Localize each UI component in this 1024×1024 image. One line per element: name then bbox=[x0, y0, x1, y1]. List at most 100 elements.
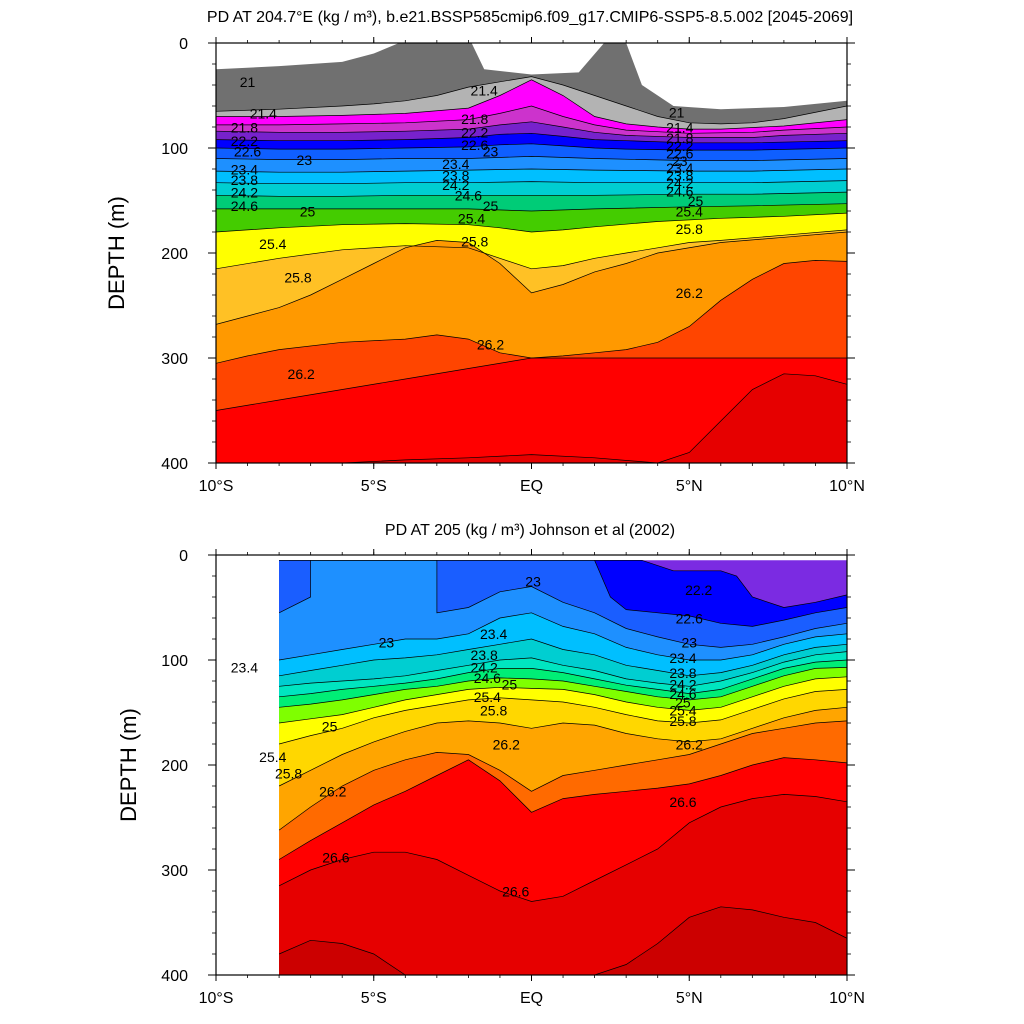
contour-label: 22.2 bbox=[666, 138, 693, 154]
x-tick-label: 5°S bbox=[361, 990, 387, 1007]
contour-line-22.6 bbox=[279, 559, 847, 627]
contour-label: 26.2 bbox=[676, 736, 703, 752]
y-tick-label: 200 bbox=[161, 246, 188, 263]
top-y-axis-title: DEPTH (m) bbox=[104, 196, 129, 310]
contour-label: 25.4 bbox=[669, 703, 696, 719]
contour-line-26.2 bbox=[278, 706, 847, 787]
contour-label: 24.6 bbox=[666, 183, 693, 199]
contour-label: 22.6 bbox=[234, 143, 261, 159]
contour-label: 26.6 bbox=[669, 794, 696, 810]
contour-label: 21 bbox=[240, 74, 256, 90]
contour-label: 22.6 bbox=[676, 610, 703, 626]
contour-label: 23.8 bbox=[669, 665, 696, 681]
contour-label: 22.6 bbox=[666, 146, 693, 162]
contour-label: 23 bbox=[297, 152, 313, 168]
contour-label: 21.8 bbox=[666, 130, 693, 146]
contour-line-23.8 bbox=[216, 168, 847, 173]
contour-label: 25 bbox=[675, 694, 691, 710]
contour-label: 25 bbox=[502, 676, 518, 692]
contour-label: 25.8 bbox=[461, 234, 488, 250]
contour-label: 23.8 bbox=[666, 168, 693, 184]
y-tick-label: 100 bbox=[161, 141, 188, 158]
contour-line-27 bbox=[278, 757, 847, 860]
contour-line-27.4 bbox=[278, 794, 847, 902]
contour-label: 25.8 bbox=[275, 766, 302, 782]
x-tick-label: 5°S bbox=[361, 478, 387, 495]
contour-label: 23 bbox=[672, 153, 688, 169]
contour-label: 24.2 bbox=[442, 177, 469, 193]
contour-label: 24.6 bbox=[455, 188, 482, 204]
top-chart-title: PD AT 204.7°E (kg / m³), b.e21.BSSP585cm… bbox=[207, 9, 853, 26]
contour-label: 21 bbox=[669, 105, 685, 121]
contour-line-25.4 bbox=[216, 212, 847, 233]
y-tick-label: 100 bbox=[161, 653, 188, 670]
contour-line-25 bbox=[216, 203, 847, 212]
contour-line-23.8 bbox=[279, 638, 847, 677]
contour-label: 26.2 bbox=[676, 285, 703, 301]
contour-line-26.2 bbox=[216, 231, 847, 325]
x-tick-label: EQ bbox=[520, 478, 543, 495]
contour-label: 24.6 bbox=[474, 670, 501, 686]
contour-label: 26.2 bbox=[288, 366, 315, 382]
contour-label: 25.4 bbox=[474, 689, 501, 705]
contour-label: 25 bbox=[300, 203, 316, 219]
contour-label: 23.4 bbox=[231, 161, 258, 177]
contour-line-21.8 bbox=[216, 105, 847, 134]
contour-label: 22.2 bbox=[461, 125, 488, 141]
x-tick-label: 5°N bbox=[676, 478, 703, 495]
contour-label: 24.2 bbox=[666, 175, 693, 191]
contour-label: 23.8 bbox=[471, 647, 498, 663]
y-tick-label: 400 bbox=[161, 456, 188, 473]
contour-line-24.6 bbox=[279, 659, 847, 698]
contour-label: 26.6 bbox=[502, 883, 529, 899]
contour-label: 26.2 bbox=[319, 784, 346, 800]
contour-label: 25.8 bbox=[480, 703, 507, 719]
contour-label: 23.4 bbox=[231, 660, 258, 676]
contour-label: 25.8 bbox=[669, 713, 696, 729]
contour-label: 22.2 bbox=[685, 582, 712, 598]
bottom-y-axis-title: DEPTH (m) bbox=[116, 708, 141, 822]
contour-label: 25.8 bbox=[284, 269, 311, 285]
contour-line-25.8 bbox=[279, 689, 847, 745]
contour-line-23.4 bbox=[279, 612, 847, 661]
contour-line-21 bbox=[216, 76, 847, 125]
contour-label: 26.2 bbox=[477, 337, 504, 353]
contour-line-26.6 bbox=[216, 260, 847, 364]
x-tick-label: 10°N bbox=[829, 478, 865, 495]
bottom-chart-title: PD AT 205 (kg / m³) Johnson et al (2002) bbox=[385, 522, 675, 539]
contour-line-22.2 bbox=[279, 559, 847, 608]
contour-line-25 bbox=[279, 667, 847, 708]
y-tick-label: 0 bbox=[179, 36, 188, 53]
contour-label: 21.4 bbox=[666, 119, 693, 135]
contour-label: 25.4 bbox=[676, 203, 703, 219]
contour-line-23 bbox=[278, 559, 847, 648]
contour-label: 24.2 bbox=[231, 184, 258, 200]
y-tick-label: 400 bbox=[161, 968, 188, 985]
contour-label: 21.4 bbox=[471, 83, 498, 99]
contour-label: 25 bbox=[688, 193, 704, 209]
top-panel: PD AT 204.7°E (kg / m³), b.e21.BSSP585cm… bbox=[104, 9, 865, 495]
contour-label: 24.2 bbox=[471, 660, 498, 676]
density-band-27.4 bbox=[342, 373, 847, 463]
contour-label: 23.4 bbox=[480, 626, 507, 642]
contour-label: 25 bbox=[322, 718, 338, 734]
contour-label: 25.4 bbox=[458, 211, 485, 227]
contour-label: 23.8 bbox=[442, 168, 469, 184]
contour-label: 23.4 bbox=[666, 160, 693, 176]
contour-label: 23 bbox=[483, 143, 499, 159]
x-tick-label: 10°S bbox=[199, 478, 234, 495]
contour-label: 23 bbox=[681, 634, 697, 650]
contour-label: 24.6 bbox=[669, 686, 696, 702]
contour-label: 25 bbox=[483, 198, 499, 214]
contour-label: 21.8 bbox=[231, 119, 258, 135]
contour-label: 23 bbox=[379, 634, 395, 650]
contour-line-24.6 bbox=[216, 191, 847, 197]
y-tick-label: 0 bbox=[179, 548, 188, 565]
x-tick-label: 10°N bbox=[829, 990, 865, 1007]
contour-label: 25.4 bbox=[259, 236, 286, 252]
contour-line-24.2 bbox=[216, 180, 847, 185]
contour-line-22.6 bbox=[216, 132, 847, 144]
contour-line-22.2 bbox=[216, 121, 847, 138]
x-tick-label: 5°N bbox=[676, 990, 703, 1007]
density-band-27.8 bbox=[279, 906, 847, 975]
